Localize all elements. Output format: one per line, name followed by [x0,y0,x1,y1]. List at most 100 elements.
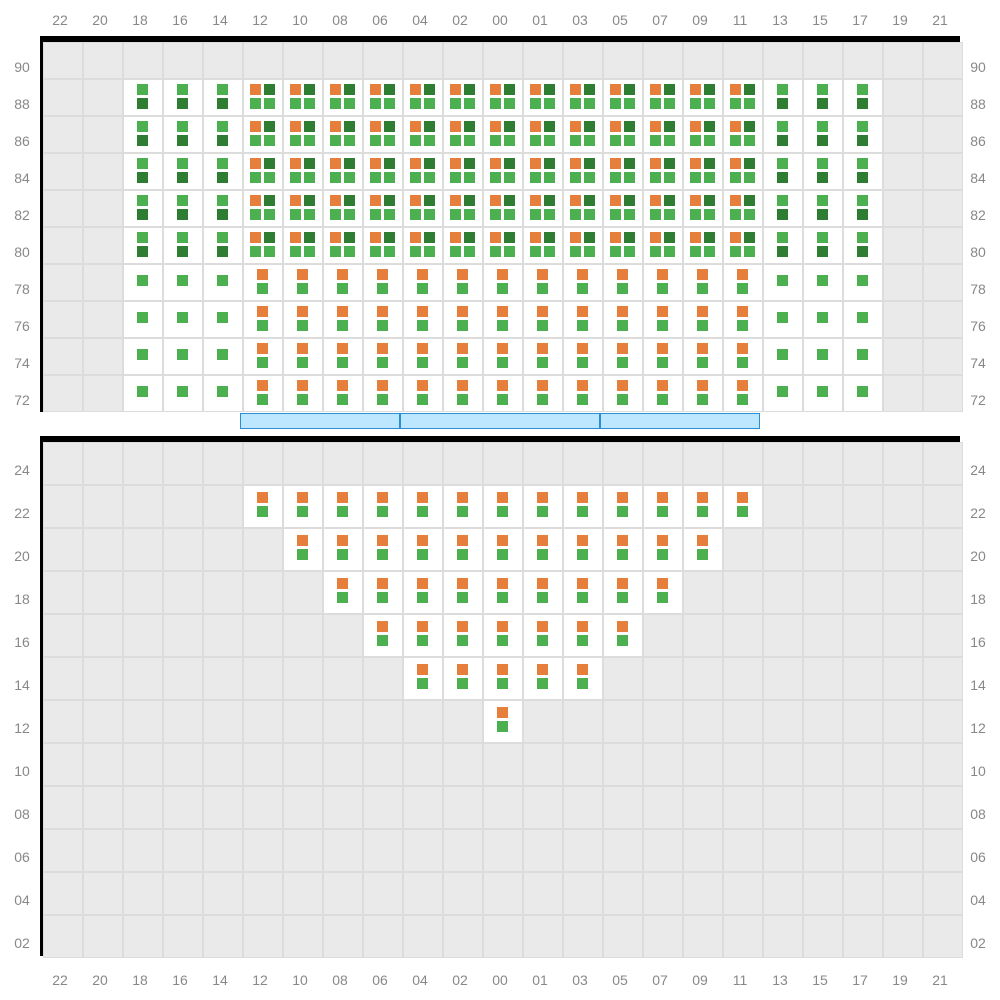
cell[interactable] [723,700,763,743]
node-green[interactable] [177,275,188,286]
cell[interactable] [723,571,763,614]
cell[interactable] [603,700,643,743]
node-green[interactable] [537,678,548,689]
cell[interactable] [243,528,283,571]
node-green[interactable] [624,172,635,183]
node-green[interactable] [490,246,501,257]
cell[interactable] [643,301,683,338]
cell[interactable] [683,227,723,264]
cell[interactable] [643,700,683,743]
cell[interactable] [403,375,443,412]
cell[interactable] [243,42,283,79]
cell[interactable] [243,571,283,614]
node-green[interactable] [657,592,668,603]
cell[interactable] [563,700,603,743]
node-green[interactable] [857,232,868,243]
node-green[interactable] [137,275,148,286]
node-dgreen[interactable] [744,195,755,206]
node-green[interactable] [410,98,421,109]
node-dgreen[interactable] [744,121,755,132]
node-green[interactable] [290,246,301,257]
cell[interactable] [603,872,643,915]
node-dgreen[interactable] [504,232,515,243]
node-dgreen[interactable] [464,232,475,243]
node-green[interactable] [410,135,421,146]
cell[interactable] [603,375,643,412]
node-dgreen[interactable] [817,135,828,146]
cell[interactable] [123,528,163,571]
cell[interactable] [683,153,723,190]
cell[interactable] [83,786,123,829]
node-orange[interactable] [657,269,668,280]
node-orange[interactable] [697,535,708,546]
node-orange[interactable] [337,578,348,589]
node-orange[interactable] [730,158,741,169]
node-dgreen[interactable] [424,195,435,206]
node-green[interactable] [650,246,661,257]
cell[interactable] [723,528,763,571]
cell[interactable] [563,116,603,153]
node-dgreen[interactable] [264,121,275,132]
cell[interactable] [163,657,203,700]
node-green[interactable] [704,98,715,109]
cell[interactable] [883,42,923,79]
cell[interactable] [403,614,443,657]
cell[interactable] [603,743,643,786]
node-dgreen[interactable] [344,232,355,243]
cell[interactable] [363,743,403,786]
cell[interactable] [483,442,523,485]
node-green[interactable] [577,394,588,405]
cell[interactable] [683,614,723,657]
cell[interactable] [163,700,203,743]
cell[interactable] [843,657,883,700]
cell[interactable] [443,700,483,743]
node-green[interactable] [217,232,228,243]
cell[interactable] [243,829,283,872]
node-green[interactable] [330,209,341,220]
cell[interactable] [603,657,643,700]
cell[interactable] [763,614,803,657]
node-orange[interactable] [577,380,588,391]
cell[interactable] [123,700,163,743]
cell[interactable] [363,42,403,79]
cell[interactable] [763,116,803,153]
node-orange[interactable] [730,84,741,95]
node-green[interactable] [730,209,741,220]
cell[interactable] [723,190,763,227]
cell[interactable] [283,915,323,958]
cell[interactable] [43,743,83,786]
cell[interactable] [283,485,323,528]
node-green[interactable] [250,135,261,146]
node-orange[interactable] [617,492,628,503]
node-green[interactable] [777,158,788,169]
node-green[interactable] [344,98,355,109]
node-green[interactable] [177,312,188,323]
cell[interactable] [723,657,763,700]
node-orange[interactable] [457,492,468,503]
node-orange[interactable] [530,195,541,206]
node-green[interactable] [290,98,301,109]
cell[interactable] [843,190,883,227]
cell[interactable] [763,743,803,786]
node-green[interactable] [617,357,628,368]
cell[interactable] [203,442,243,485]
cell[interactable] [163,614,203,657]
cell[interactable] [923,442,963,485]
cell[interactable] [803,915,843,958]
cell[interactable] [683,571,723,614]
node-dgreen[interactable] [304,121,315,132]
node-green[interactable] [337,357,348,368]
cell[interactable] [403,442,443,485]
node-green[interactable] [457,549,468,560]
node-orange[interactable] [697,306,708,317]
cell[interactable] [443,264,483,301]
cell[interactable] [723,116,763,153]
cell[interactable] [283,571,323,614]
cell[interactable] [603,79,643,116]
node-orange[interactable] [330,232,341,243]
cell[interactable] [923,528,963,571]
node-green[interactable] [497,721,508,732]
cell[interactable] [123,301,163,338]
cell[interactable] [683,338,723,375]
node-green[interactable] [297,357,308,368]
